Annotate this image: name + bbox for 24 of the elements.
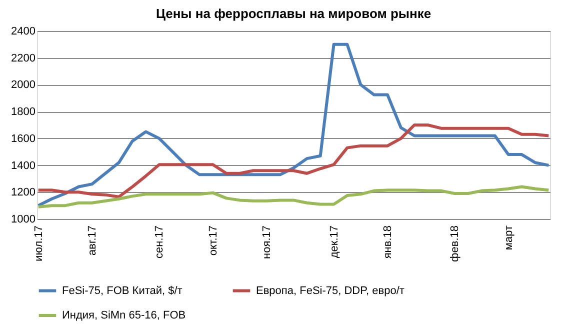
y-tick-label: 1600 [11,132,36,145]
y-tick-label: 1000 [11,214,36,226]
x-tick-label: июл.17 [32,226,45,262]
y-tick-label: 1800 [11,106,36,118]
x-tick-label: март [502,226,515,250]
y-tick-label: 2400 [11,26,36,38]
x-tick-label: авг.17 [86,226,99,256]
line-series [36,42,550,208]
chart-title: Цены на ферросплавы на мировом рынке [156,6,432,21]
x-tick-label: дек.17 [328,226,340,258]
line-series [36,185,550,208]
legend-label: FeSi-75, FOB Китай, $/т [62,284,182,297]
x-tick-label: ноя.17 [261,226,274,259]
legend-label: Индия, SiMn 65-16, FOB [62,310,186,322]
y-tick-label: 2000 [11,79,36,92]
y-tick-label: 1400 [11,160,36,172]
y-tick-label: 1200 [11,186,36,199]
legend-label: Европа, FeSi-75, DDP, евро/т [256,284,404,297]
x-tick-label: фев.18 [449,226,462,262]
x-tick-label: окт.17 [207,226,220,256]
y-tick-label: 2200 [11,52,36,64]
x-tick-label: янв.18 [382,226,394,259]
line-series [36,124,550,198]
x-tick-label: сен.17 [154,226,166,258]
